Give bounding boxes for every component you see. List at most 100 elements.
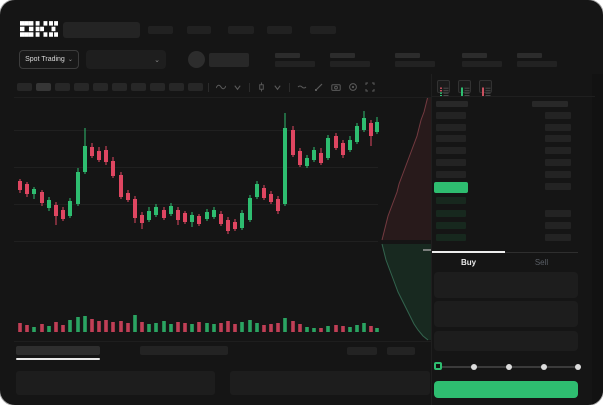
candle-body xyxy=(375,122,379,132)
bid-row-amount xyxy=(545,222,571,229)
book-asks-icon[interactable] xyxy=(479,80,492,96)
bid-row-price[interactable] xyxy=(436,234,466,241)
candle-body xyxy=(233,222,237,229)
candle-body xyxy=(154,207,158,215)
nav-item-placeholder[interactable] xyxy=(228,26,254,34)
timeframe-button[interactable] xyxy=(131,83,146,91)
volume-bar xyxy=(255,323,259,332)
order-history-panel-placeholder xyxy=(230,371,430,395)
divider xyxy=(432,96,595,97)
candle-body xyxy=(111,161,115,176)
volume-bar xyxy=(334,325,338,332)
slider-stop[interactable] xyxy=(506,364,512,370)
candle-body xyxy=(83,146,87,172)
volume-bar xyxy=(375,328,379,332)
candle-body xyxy=(133,199,137,218)
ticker-stat-placeholder xyxy=(330,53,370,67)
tab-sell[interactable]: Sell xyxy=(505,255,578,269)
timeframe-button[interactable] xyxy=(188,83,203,91)
divider xyxy=(431,74,432,405)
candle-style-icon[interactable] xyxy=(257,82,266,92)
tab-buy-label: Buy xyxy=(460,257,477,267)
search-input[interactable] xyxy=(63,22,140,38)
fullscreen-icon[interactable] xyxy=(365,82,375,92)
order-book-header-amount xyxy=(532,101,568,107)
ask-row-amount xyxy=(545,159,571,166)
order-amount-field[interactable] xyxy=(434,301,578,327)
camera-icon[interactable] xyxy=(331,82,341,92)
bid-row-price[interactable] xyxy=(436,197,466,204)
candlestick-chart[interactable] xyxy=(0,98,432,342)
chevron-down-icon[interactable] xyxy=(273,83,282,92)
buy-submit-button[interactable] xyxy=(434,381,578,398)
book-combined-icon[interactable] xyxy=(437,80,450,96)
volume-bar xyxy=(140,322,144,332)
timeframe-button[interactable] xyxy=(17,83,32,91)
tab-buy[interactable]: Buy xyxy=(432,255,505,269)
slider-stop[interactable] xyxy=(541,364,547,370)
bid-row-price[interactable] xyxy=(436,210,466,217)
order-total-field[interactable] xyxy=(434,331,578,351)
ask-row-price[interactable] xyxy=(436,124,466,131)
timeframe-button[interactable] xyxy=(93,83,108,91)
volume-bar xyxy=(25,325,29,332)
slider-stop[interactable] xyxy=(471,364,477,370)
market-type-selector[interactable]: Spot Trading ⌄ xyxy=(19,50,79,69)
bottom-action-placeholder[interactable] xyxy=(387,347,415,355)
okx-logo[interactable] xyxy=(20,21,58,38)
volume-bar xyxy=(133,315,137,332)
last-price-indicator[interactable] xyxy=(434,182,468,193)
nav-item-placeholder[interactable] xyxy=(310,26,336,34)
nav-item-placeholder[interactable] xyxy=(148,26,173,34)
divider xyxy=(14,341,432,342)
bottom-tab[interactable] xyxy=(140,346,228,355)
ask-row-price[interactable] xyxy=(436,147,466,154)
slider-stop[interactable] xyxy=(575,364,581,370)
candle-body xyxy=(18,181,22,190)
timeframe-button[interactable] xyxy=(112,83,127,91)
book-bids-icon[interactable] xyxy=(458,80,471,96)
depth-bids-line xyxy=(381,243,429,341)
bottom-action-placeholder[interactable] xyxy=(347,347,377,355)
line-tools-icon[interactable] xyxy=(297,82,307,92)
timeframe-button[interactable] xyxy=(74,83,89,91)
nav-item-placeholder[interactable] xyxy=(267,26,292,34)
ask-row-amount xyxy=(545,171,571,178)
amount-slider-handle[interactable] xyxy=(434,362,442,370)
chart-tools xyxy=(208,81,375,93)
ask-row-price[interactable] xyxy=(436,159,466,166)
candle-body xyxy=(305,158,309,166)
candle-body xyxy=(248,198,252,220)
volume-bar xyxy=(212,324,216,332)
timeframe-button[interactable] xyxy=(55,83,70,91)
timeframe-button[interactable] xyxy=(150,83,165,91)
volume-bar xyxy=(54,322,58,332)
volume-bar xyxy=(305,327,309,332)
bottom-tab-active[interactable] xyxy=(16,346,100,355)
depth-bids-area xyxy=(382,244,432,340)
ask-row-price[interactable] xyxy=(436,112,466,119)
ask-row-price[interactable] xyxy=(436,171,466,178)
order-price-field[interactable] xyxy=(434,272,578,298)
ask-row-price[interactable] xyxy=(436,135,466,142)
candle-body xyxy=(341,143,345,155)
draw-icon[interactable] xyxy=(314,82,324,92)
volume-bar xyxy=(154,323,158,332)
divider xyxy=(249,82,250,92)
volume-bar xyxy=(68,320,72,332)
volume-bar xyxy=(197,322,201,332)
divider xyxy=(14,97,432,98)
timeframe-button-active[interactable] xyxy=(36,83,51,91)
indicator-icon[interactable] xyxy=(216,82,226,92)
timeframe-button[interactable] xyxy=(169,83,184,91)
candle-body xyxy=(68,201,72,216)
candle-body xyxy=(176,210,180,220)
settings-icon[interactable] xyxy=(348,82,358,92)
pair-selector-dropdown[interactable]: ⌄ xyxy=(86,50,166,69)
chevron-down-icon[interactable] xyxy=(233,83,242,92)
volume-bar xyxy=(61,325,65,332)
candle-body xyxy=(326,138,330,158)
bid-row-price[interactable] xyxy=(436,222,466,229)
nav-item-placeholder[interactable] xyxy=(187,26,211,34)
volume-bar xyxy=(18,323,22,332)
